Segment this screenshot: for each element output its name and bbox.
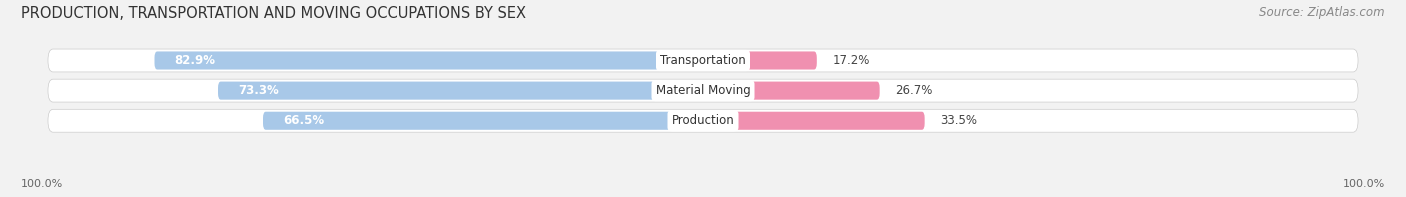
- FancyBboxPatch shape: [263, 112, 703, 130]
- FancyBboxPatch shape: [48, 79, 1358, 102]
- Text: 82.9%: 82.9%: [174, 54, 215, 67]
- Text: 100.0%: 100.0%: [21, 179, 63, 189]
- FancyBboxPatch shape: [703, 82, 880, 100]
- Text: 17.2%: 17.2%: [832, 54, 870, 67]
- FancyBboxPatch shape: [48, 109, 1358, 132]
- Text: Source: ZipAtlas.com: Source: ZipAtlas.com: [1260, 6, 1385, 19]
- Text: Transportation: Transportation: [661, 54, 745, 67]
- Text: Production: Production: [672, 114, 734, 127]
- FancyBboxPatch shape: [48, 49, 1358, 72]
- FancyBboxPatch shape: [155, 51, 703, 70]
- Text: 73.3%: 73.3%: [238, 84, 278, 97]
- Text: Material Moving: Material Moving: [655, 84, 751, 97]
- Text: PRODUCTION, TRANSPORTATION AND MOVING OCCUPATIONS BY SEX: PRODUCTION, TRANSPORTATION AND MOVING OC…: [21, 6, 526, 21]
- FancyBboxPatch shape: [703, 112, 925, 130]
- Text: 33.5%: 33.5%: [941, 114, 977, 127]
- Text: 100.0%: 100.0%: [1343, 179, 1385, 189]
- FancyBboxPatch shape: [703, 51, 817, 70]
- FancyBboxPatch shape: [218, 82, 703, 100]
- Text: 66.5%: 66.5%: [283, 114, 323, 127]
- Text: 26.7%: 26.7%: [896, 84, 934, 97]
